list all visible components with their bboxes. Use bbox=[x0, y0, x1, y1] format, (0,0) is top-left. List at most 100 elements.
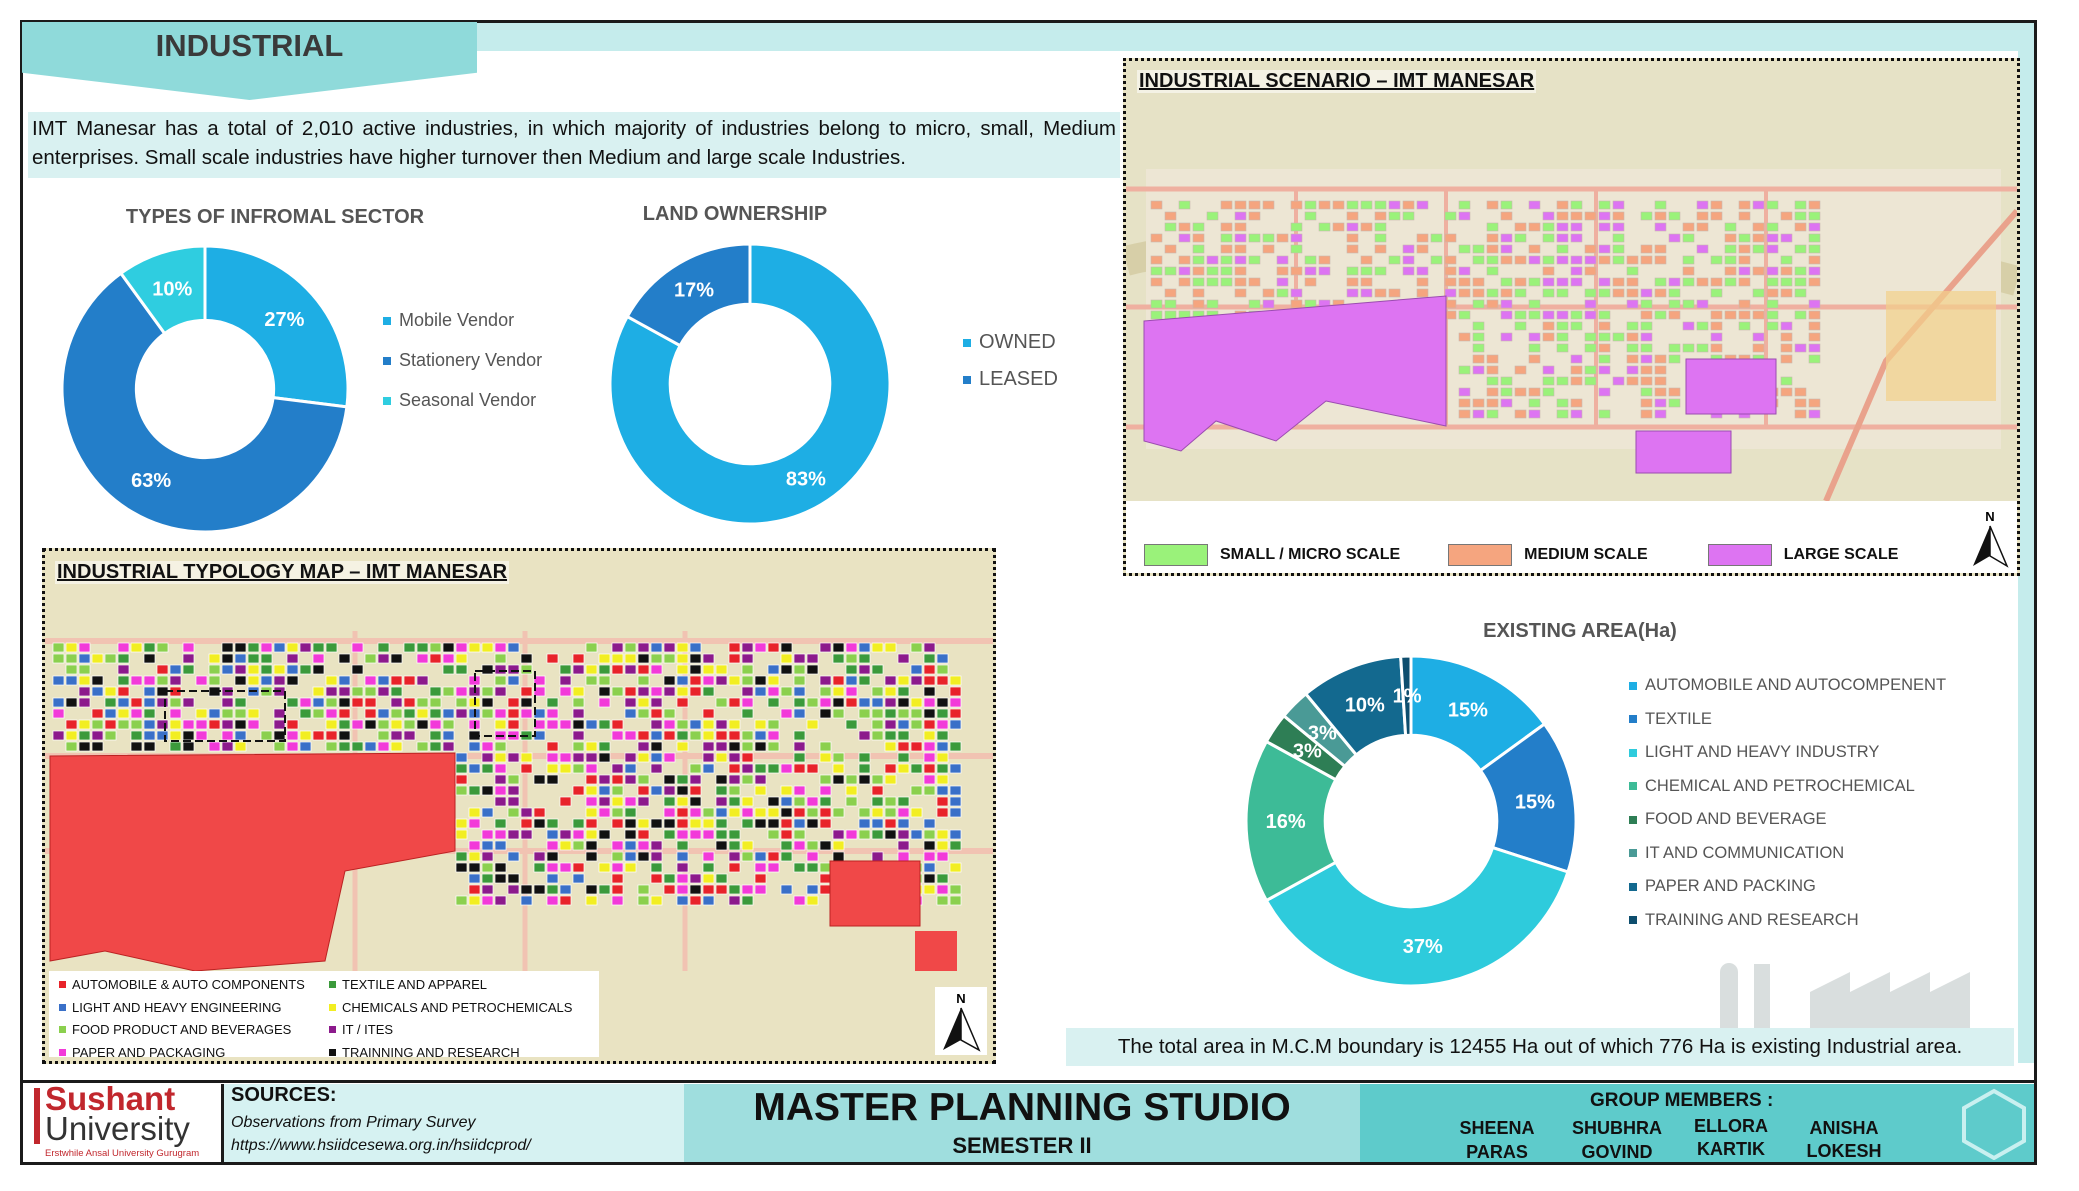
legend-swatch bbox=[59, 1048, 66, 1056]
typology-legend-item: PAPER AND PACKAGING bbox=[59, 1045, 225, 1060]
factory-icon bbox=[1720, 963, 1970, 1028]
donut-chart-informal: 27% 63% 10% bbox=[60, 244, 350, 534]
donut-chart-ownership: 83% 17% bbox=[608, 242, 892, 526]
legend-item: Seasonal Vendor bbox=[383, 390, 542, 411]
chart-title-ownership: LAND OWNERSHIP bbox=[642, 203, 828, 225]
logo-line-1: Sushant bbox=[45, 1080, 176, 1117]
donut-slice bbox=[608, 242, 892, 526]
legend-item: LIGHT AND HEAVY INDUSTRY bbox=[1629, 743, 1946, 762]
legend-label: PAPER AND PACKAGING bbox=[72, 1044, 226, 1060]
legend-item: Mobile Vendor bbox=[383, 310, 542, 331]
legend-swatch bbox=[329, 1048, 336, 1056]
legend-informal: Mobile Vendor Stationery Vendor Seasonal V… bbox=[383, 310, 542, 430]
hexagon-icon bbox=[1962, 1088, 2026, 1160]
logo-line-3: Erstwhile Ansal University Gurugram bbox=[45, 1148, 200, 1159]
legend-label: FOOD PRODUCT AND BEVERAGES bbox=[72, 1022, 292, 1037]
legend-label: LIGHT AND HEAVY INDUSTRY bbox=[1645, 743, 1880, 761]
legend-label: TEXTILE bbox=[1645, 709, 1712, 728]
slice-label: 17% bbox=[674, 279, 714, 301]
legend-label: Mobile Vendor bbox=[399, 310, 515, 330]
member-name: PARAS bbox=[1466, 1142, 1528, 1162]
typology-legend-item: CHEMICALS AND PETROCHEMICALS bbox=[329, 1000, 572, 1015]
studio-title: MASTER PLANNING STUDIO bbox=[753, 1086, 1291, 1129]
typology-map-title: INDUSTRIAL TYPOLOGY MAP – IMT MANESAR bbox=[55, 561, 510, 584]
legend-ownership: OWNED LEASED bbox=[963, 331, 1058, 405]
scenario-legend: SMALL / MICRO SCALE MEDIUM SCALE LARGE SCA… bbox=[1144, 544, 1898, 566]
north-arrow-icon bbox=[1973, 525, 2009, 568]
group-panel bbox=[1360, 1084, 2034, 1162]
typology-map-panel: INDUSTRIAL TYPOLOGY MAP – IMT MANESAR AU… bbox=[42, 548, 996, 1064]
legend-swatch bbox=[1629, 849, 1637, 857]
legend-label: LEASED bbox=[979, 368, 1058, 390]
member-name: SHEENA bbox=[1459, 1118, 1535, 1138]
legend-label: IT / ITES bbox=[342, 1022, 394, 1037]
donut-slice bbox=[203, 244, 350, 409]
slice-label: 1% bbox=[1393, 686, 1422, 708]
legend-label: LIGHT AND HEAVY ENGINEERING bbox=[72, 999, 282, 1015]
legend-label: CHEMICALS AND PETROCHEMICALS bbox=[342, 999, 573, 1015]
legend-item: OWNED bbox=[963, 331, 1058, 354]
slice-label: 3% bbox=[1293, 741, 1322, 763]
footer bbox=[20, 1080, 2037, 1165]
scenario-map bbox=[1126, 61, 2017, 501]
legend-swatch bbox=[963, 375, 971, 384]
legend-label: LARGE SCALE bbox=[1783, 546, 1899, 563]
legend-existing-area: AUTOMOBILE AND AUTOCOMPENENT TEXTILE LIGHT… bbox=[1629, 676, 1946, 944]
legend-swatch bbox=[383, 396, 391, 405]
member-name: LOKESH bbox=[1806, 1141, 1882, 1161]
legend-label: PAPER AND PACKING bbox=[1645, 877, 1816, 895]
legend-swatch bbox=[1144, 544, 1208, 566]
typology-legend-item: AUTOMOBILE & AUTO COMPONENTS bbox=[59, 977, 305, 992]
legend-swatch bbox=[963, 338, 971, 347]
legend-item: Stationery Vendor bbox=[383, 350, 542, 371]
scenario-legend-item: LARGE SCALE bbox=[1707, 544, 1899, 566]
member-name: GOVIND bbox=[1581, 1142, 1653, 1162]
slice-label: 63% bbox=[131, 470, 171, 492]
slice-label: 27% bbox=[264, 309, 304, 331]
legend-swatch bbox=[1629, 782, 1637, 790]
legend-label: AUTOMOBILE & AUTO COMPONENTS bbox=[72, 977, 305, 992]
legend-item: TEXTILE bbox=[1629, 710, 1946, 729]
legend-item: FOOD AND BEVERAGE bbox=[1629, 810, 1946, 829]
page-title: INDUSTRIAL bbox=[155, 28, 344, 63]
legend-label: MEDIUM SCALE bbox=[1524, 546, 1648, 563]
slice-label: 16% bbox=[1266, 811, 1306, 833]
donut-slice bbox=[60, 271, 349, 534]
typology-legend-item: IT / ITES bbox=[329, 1022, 393, 1037]
right-band bbox=[2018, 23, 2034, 1063]
legend-swatch bbox=[329, 1026, 336, 1033]
legend-label: TRAINNING AND RESEARCH bbox=[342, 1044, 520, 1060]
legend-swatch bbox=[383, 316, 391, 325]
legend-item: AUTOMOBILE AND AUTOCOMPENENT bbox=[1629, 676, 1946, 695]
sources-panel bbox=[224, 1084, 684, 1162]
typology-legend-item: TEXTILE AND APPAREL bbox=[329, 977, 487, 992]
studio-panel bbox=[684, 1084, 1360, 1162]
scenario-legend-item: MEDIUM SCALE bbox=[1448, 544, 1648, 566]
typology-legend-item: LIGHT AND HEAVY ENGINEERING bbox=[59, 1000, 282, 1015]
legend-item: IT AND COMMUNICATION bbox=[1629, 844, 1946, 863]
typology-north-arrow: N bbox=[935, 987, 987, 1055]
legend-item: TRAINING AND RESEARCH bbox=[1629, 911, 1946, 930]
legend-swatch bbox=[1629, 681, 1637, 690]
studio-subtitle: SEMESTER II bbox=[952, 1133, 1092, 1158]
donut-chart-existing-area: 15% 15% 37% 16% 3%3% 10% 1% bbox=[1244, 654, 1578, 988]
legend-label: CHEMICAL AND PETROCHEMICAL bbox=[1645, 776, 1915, 795]
north-label: N bbox=[1985, 509, 1995, 524]
legend-label: Seasonal Vendor bbox=[399, 390, 537, 410]
typology-legend: AUTOMOBILE & AUTO COMPONENTS TEXTILE AND … bbox=[49, 971, 599, 1060]
legend-swatch bbox=[1629, 882, 1637, 891]
legend-swatch bbox=[1448, 544, 1513, 566]
legend-swatch bbox=[59, 1003, 66, 1011]
typology-legend-item: FOOD PRODUCT AND BEVERAGES bbox=[59, 1022, 291, 1037]
legend-label: TRAINING AND RESEARCH bbox=[1645, 910, 1859, 929]
north-arrow-icon bbox=[943, 1007, 981, 1052]
legend-label: IT AND COMMUNICATION bbox=[1645, 843, 1845, 862]
north-label: N bbox=[956, 991, 966, 1006]
source-link[interactable]: https://www.hsiidcesewa.org.in/hsiidcpro… bbox=[231, 1137, 531, 1154]
legend-item: LEASED bbox=[963, 368, 1058, 391]
donut-slice bbox=[118, 244, 207, 336]
legend-label: Stationery Vendor bbox=[399, 350, 543, 370]
legend-swatch bbox=[1629, 916, 1637, 924]
legend-swatch bbox=[59, 981, 66, 988]
summary-note: The total area in M.C.M boundary is 1245… bbox=[1066, 1028, 2014, 1066]
